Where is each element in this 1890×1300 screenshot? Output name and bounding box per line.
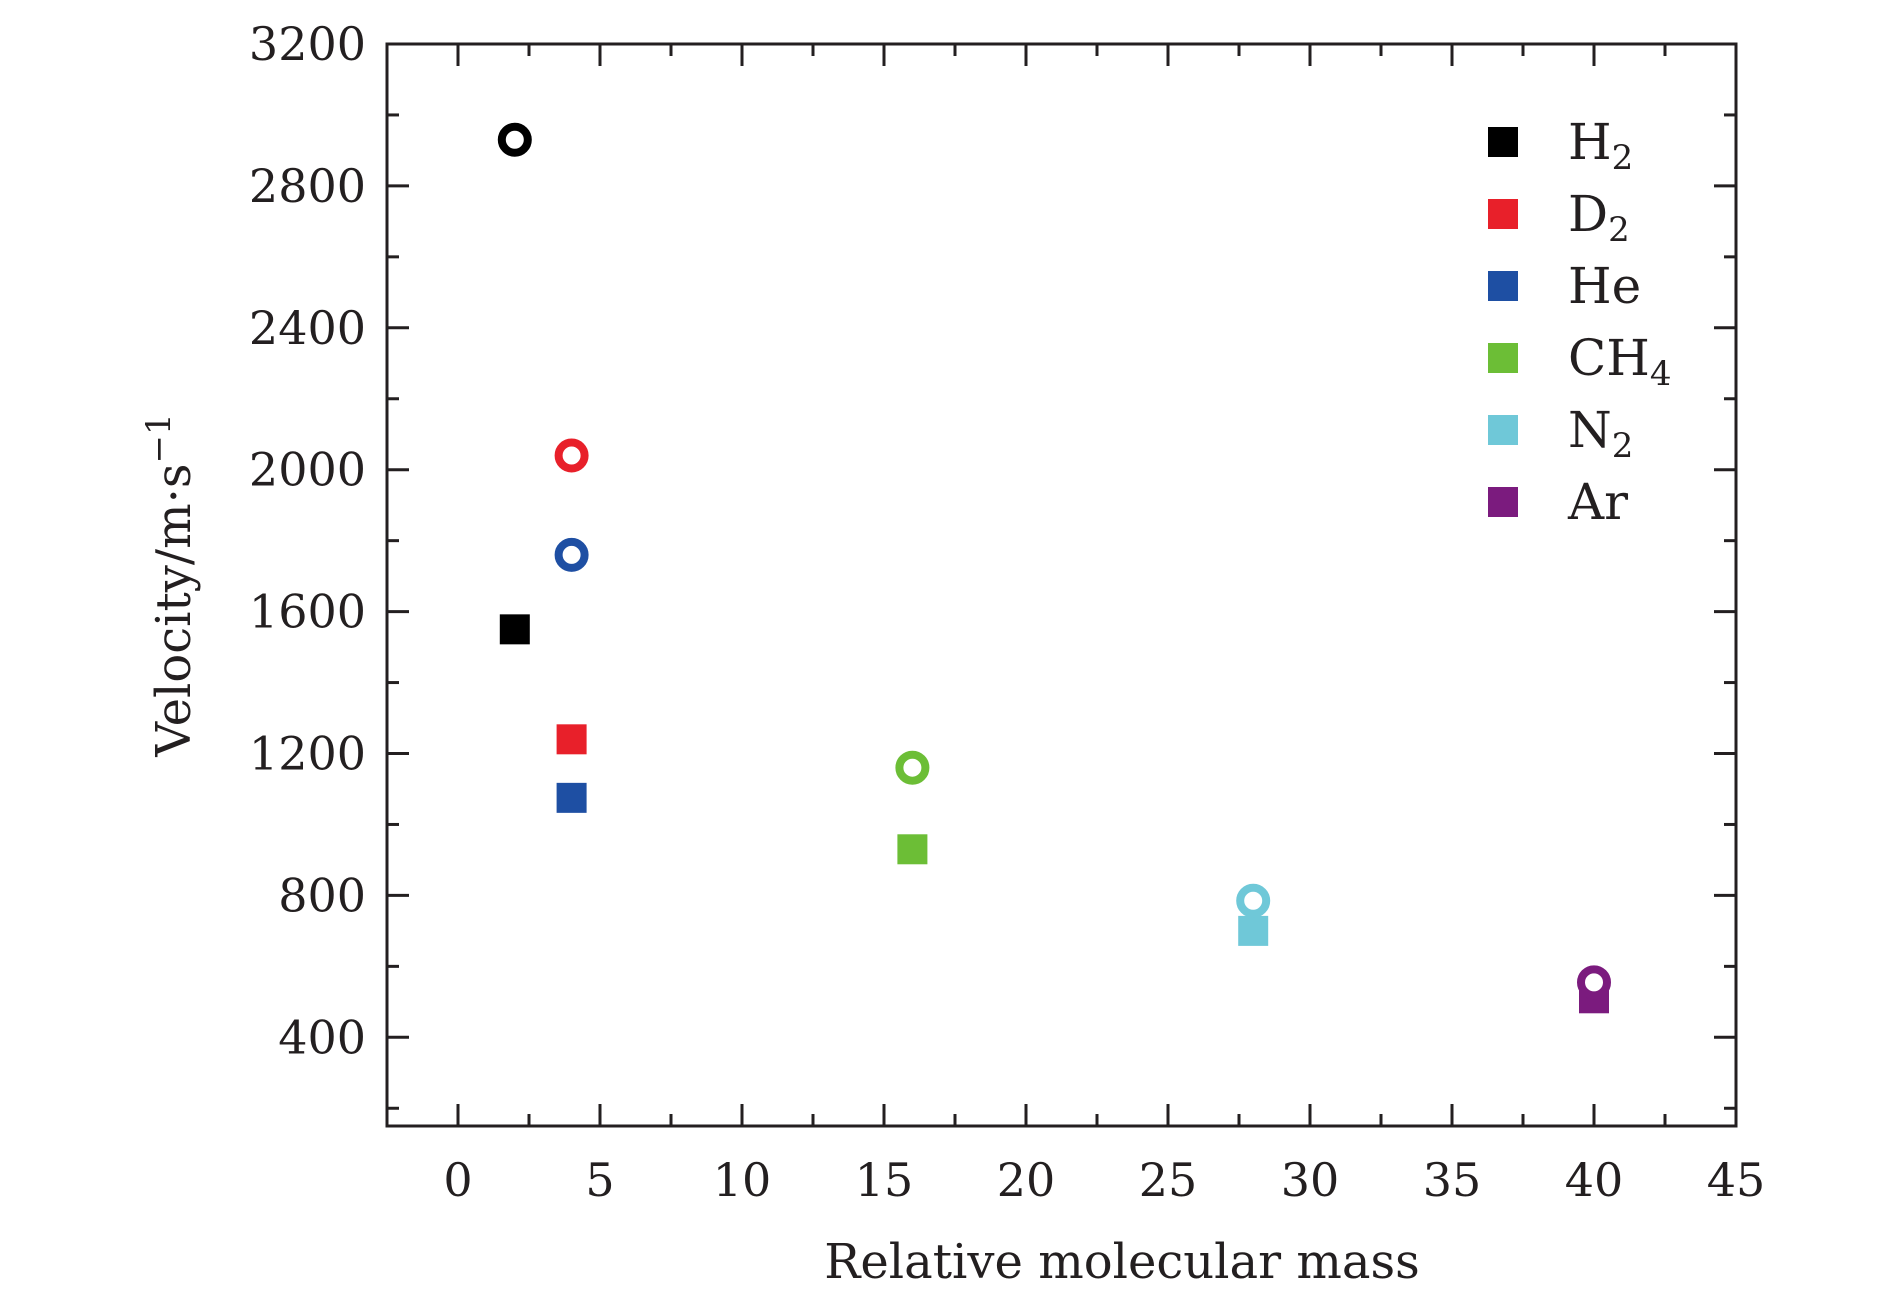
data-marks xyxy=(497,122,1611,1014)
square-point xyxy=(897,834,928,865)
square-point xyxy=(1238,915,1269,946)
x-tick-label: 40 xyxy=(1565,1153,1624,1207)
legend-label: Ar xyxy=(1567,473,1628,531)
legend-label-sub: 2 xyxy=(1612,138,1634,178)
y-tick-label: 2400 xyxy=(249,301,366,355)
y-tick-label: 800 xyxy=(278,868,366,922)
legend-swatch xyxy=(1488,199,1518,229)
circle-point xyxy=(554,438,589,473)
x-tick-labels: 0 5 10 15 20 25 30 35 40 45 xyxy=(443,1153,1765,1207)
legend-label: N2 xyxy=(1568,401,1633,466)
x-tick-label: 30 xyxy=(1281,1153,1340,1207)
x-tick-label: 35 xyxy=(1423,1153,1482,1207)
legend-swatch xyxy=(1488,127,1518,157)
legend-label-base: D xyxy=(1568,185,1608,243)
x-tick-label: 15 xyxy=(855,1153,914,1207)
legend-label-base: H xyxy=(1568,113,1612,171)
square-point xyxy=(556,724,587,755)
legend-swatch xyxy=(1488,415,1518,445)
x-tick-label: 25 xyxy=(1139,1153,1198,1207)
circle-point xyxy=(497,122,532,157)
square-point xyxy=(499,614,530,645)
square-point xyxy=(556,782,587,813)
x-tick-label: 10 xyxy=(713,1153,772,1207)
legend-label: H2 xyxy=(1568,113,1633,178)
y-tick-label: 1200 xyxy=(249,727,366,781)
x-tick-label: 20 xyxy=(997,1153,1056,1207)
legend-label: D2 xyxy=(1568,185,1630,250)
y-tick-label: 3200 xyxy=(249,17,366,71)
circle-point xyxy=(554,537,589,572)
legend-label-base: He xyxy=(1568,257,1641,315)
legend-label: CH4 xyxy=(1568,329,1672,394)
plot-frame xyxy=(385,42,1738,1128)
y-tick-labels: 400 800 1200 1600 2000 2400 2800 3200 xyxy=(249,17,366,1064)
circle-point xyxy=(1577,965,1611,1000)
y-tick-label: 400 xyxy=(278,1010,366,1064)
x-axis-title: Relative molecular mass xyxy=(824,1234,1419,1290)
legend-label-base: N xyxy=(1568,401,1612,459)
y-axis-title-sup: −1 xyxy=(139,413,179,463)
y-axis-title-base: Velocity/m·s xyxy=(146,463,202,757)
legend-label-base: CH xyxy=(1568,329,1650,387)
y-tick-label: 2000 xyxy=(249,443,366,497)
legend-swatch xyxy=(1488,487,1518,517)
x-tick-label: 45 xyxy=(1707,1153,1766,1207)
legend-label-sub: 2 xyxy=(1608,210,1630,250)
x-tick-label: 0 xyxy=(443,1153,472,1207)
legend-label-sub: 4 xyxy=(1650,354,1672,394)
y-tick-label: 2800 xyxy=(249,159,366,213)
legend-label-base: Ar xyxy=(1567,473,1628,531)
circle-point xyxy=(895,750,930,785)
y-axis-title: Velocity/m·s−1 xyxy=(139,413,202,757)
x-tick-label: 5 xyxy=(585,1153,614,1207)
circle-point xyxy=(1236,883,1271,918)
legend-swatch xyxy=(1488,271,1518,301)
legend-label-sub: 2 xyxy=(1612,426,1634,466)
legend-swatch xyxy=(1488,343,1518,373)
y-tick-label: 1600 xyxy=(249,585,366,639)
axis-ticks xyxy=(387,42,1738,1126)
legend-label: He xyxy=(1568,257,1641,315)
